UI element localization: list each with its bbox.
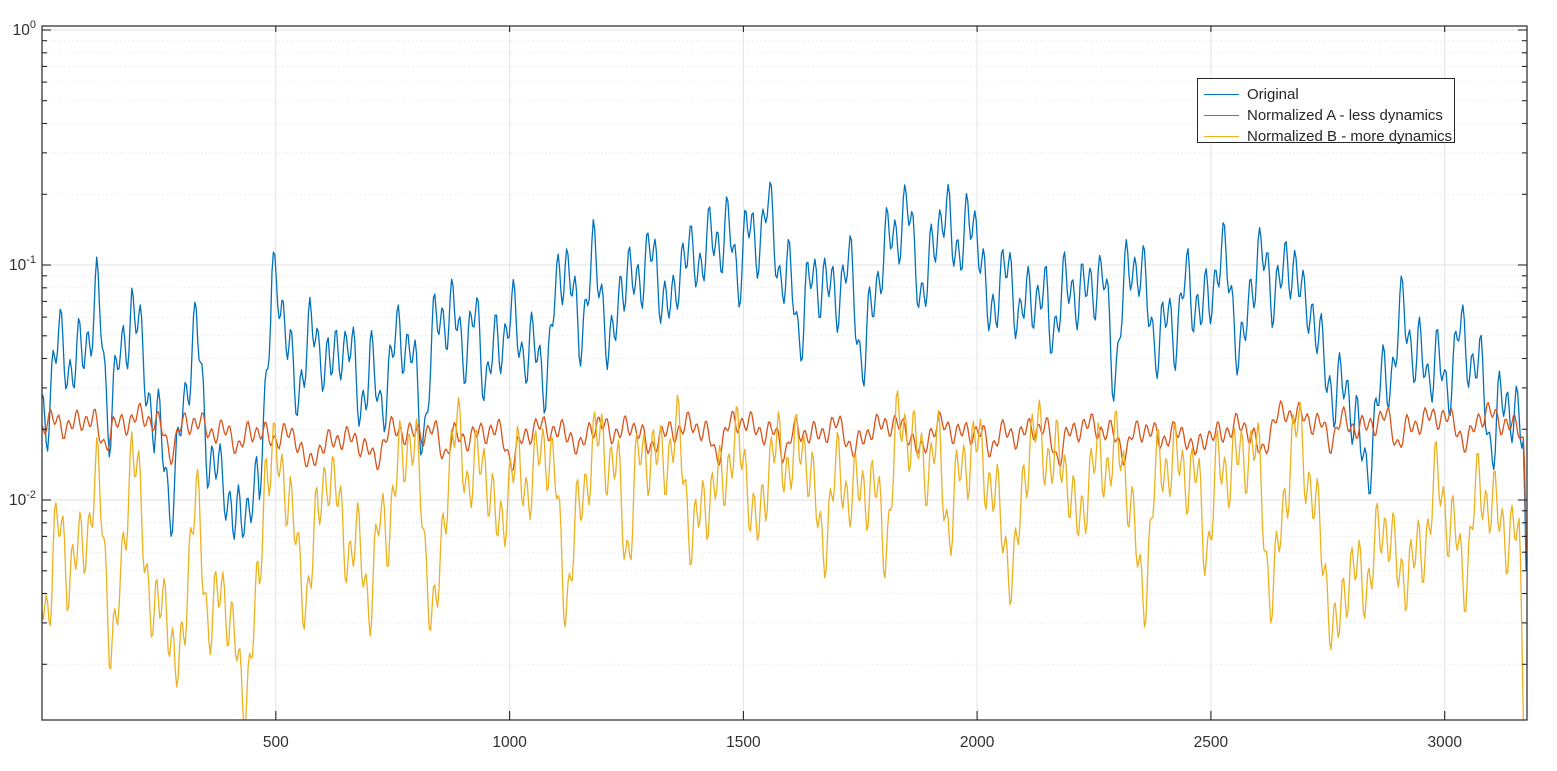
legend-line-sample-normalized-b xyxy=(1204,135,1239,138)
axes-box xyxy=(41,25,1528,721)
legend-item-normalized-a: Normalized A - less dynamics xyxy=(1204,105,1446,126)
svg-text:500: 500 xyxy=(263,734,289,751)
legend-item-original: Original xyxy=(1204,84,1446,105)
svg-text:2000: 2000 xyxy=(960,734,995,751)
series-0 xyxy=(42,181,1527,571)
series-lines xyxy=(42,181,1527,720)
svg-text:2500: 2500 xyxy=(1194,734,1229,751)
legend-line-sample-normalized-a xyxy=(1204,114,1239,117)
x-tick-labels: 500 1000 1500 2000 2500 3000 xyxy=(263,734,1462,751)
legend-item-label: Normalized B - more dynamics xyxy=(1247,128,1453,145)
svg-text:1500: 1500 xyxy=(726,734,761,751)
series-2 xyxy=(42,390,1525,720)
svg-text:1000: 1000 xyxy=(492,734,527,751)
legend-item-normalized-b: Normalized B - more dynamics xyxy=(1204,126,1452,147)
legend-line-sample-original xyxy=(1204,93,1239,96)
tick-marks xyxy=(42,26,1527,720)
legend-item-label: Normalized A - less dynamics xyxy=(1247,107,1443,124)
series-1 xyxy=(42,400,1527,552)
legend: Original Normalized A - less dynamics No… xyxy=(1197,78,1455,145)
legend-item-label: Original xyxy=(1247,86,1299,103)
svg-text:3000: 3000 xyxy=(1427,734,1462,751)
